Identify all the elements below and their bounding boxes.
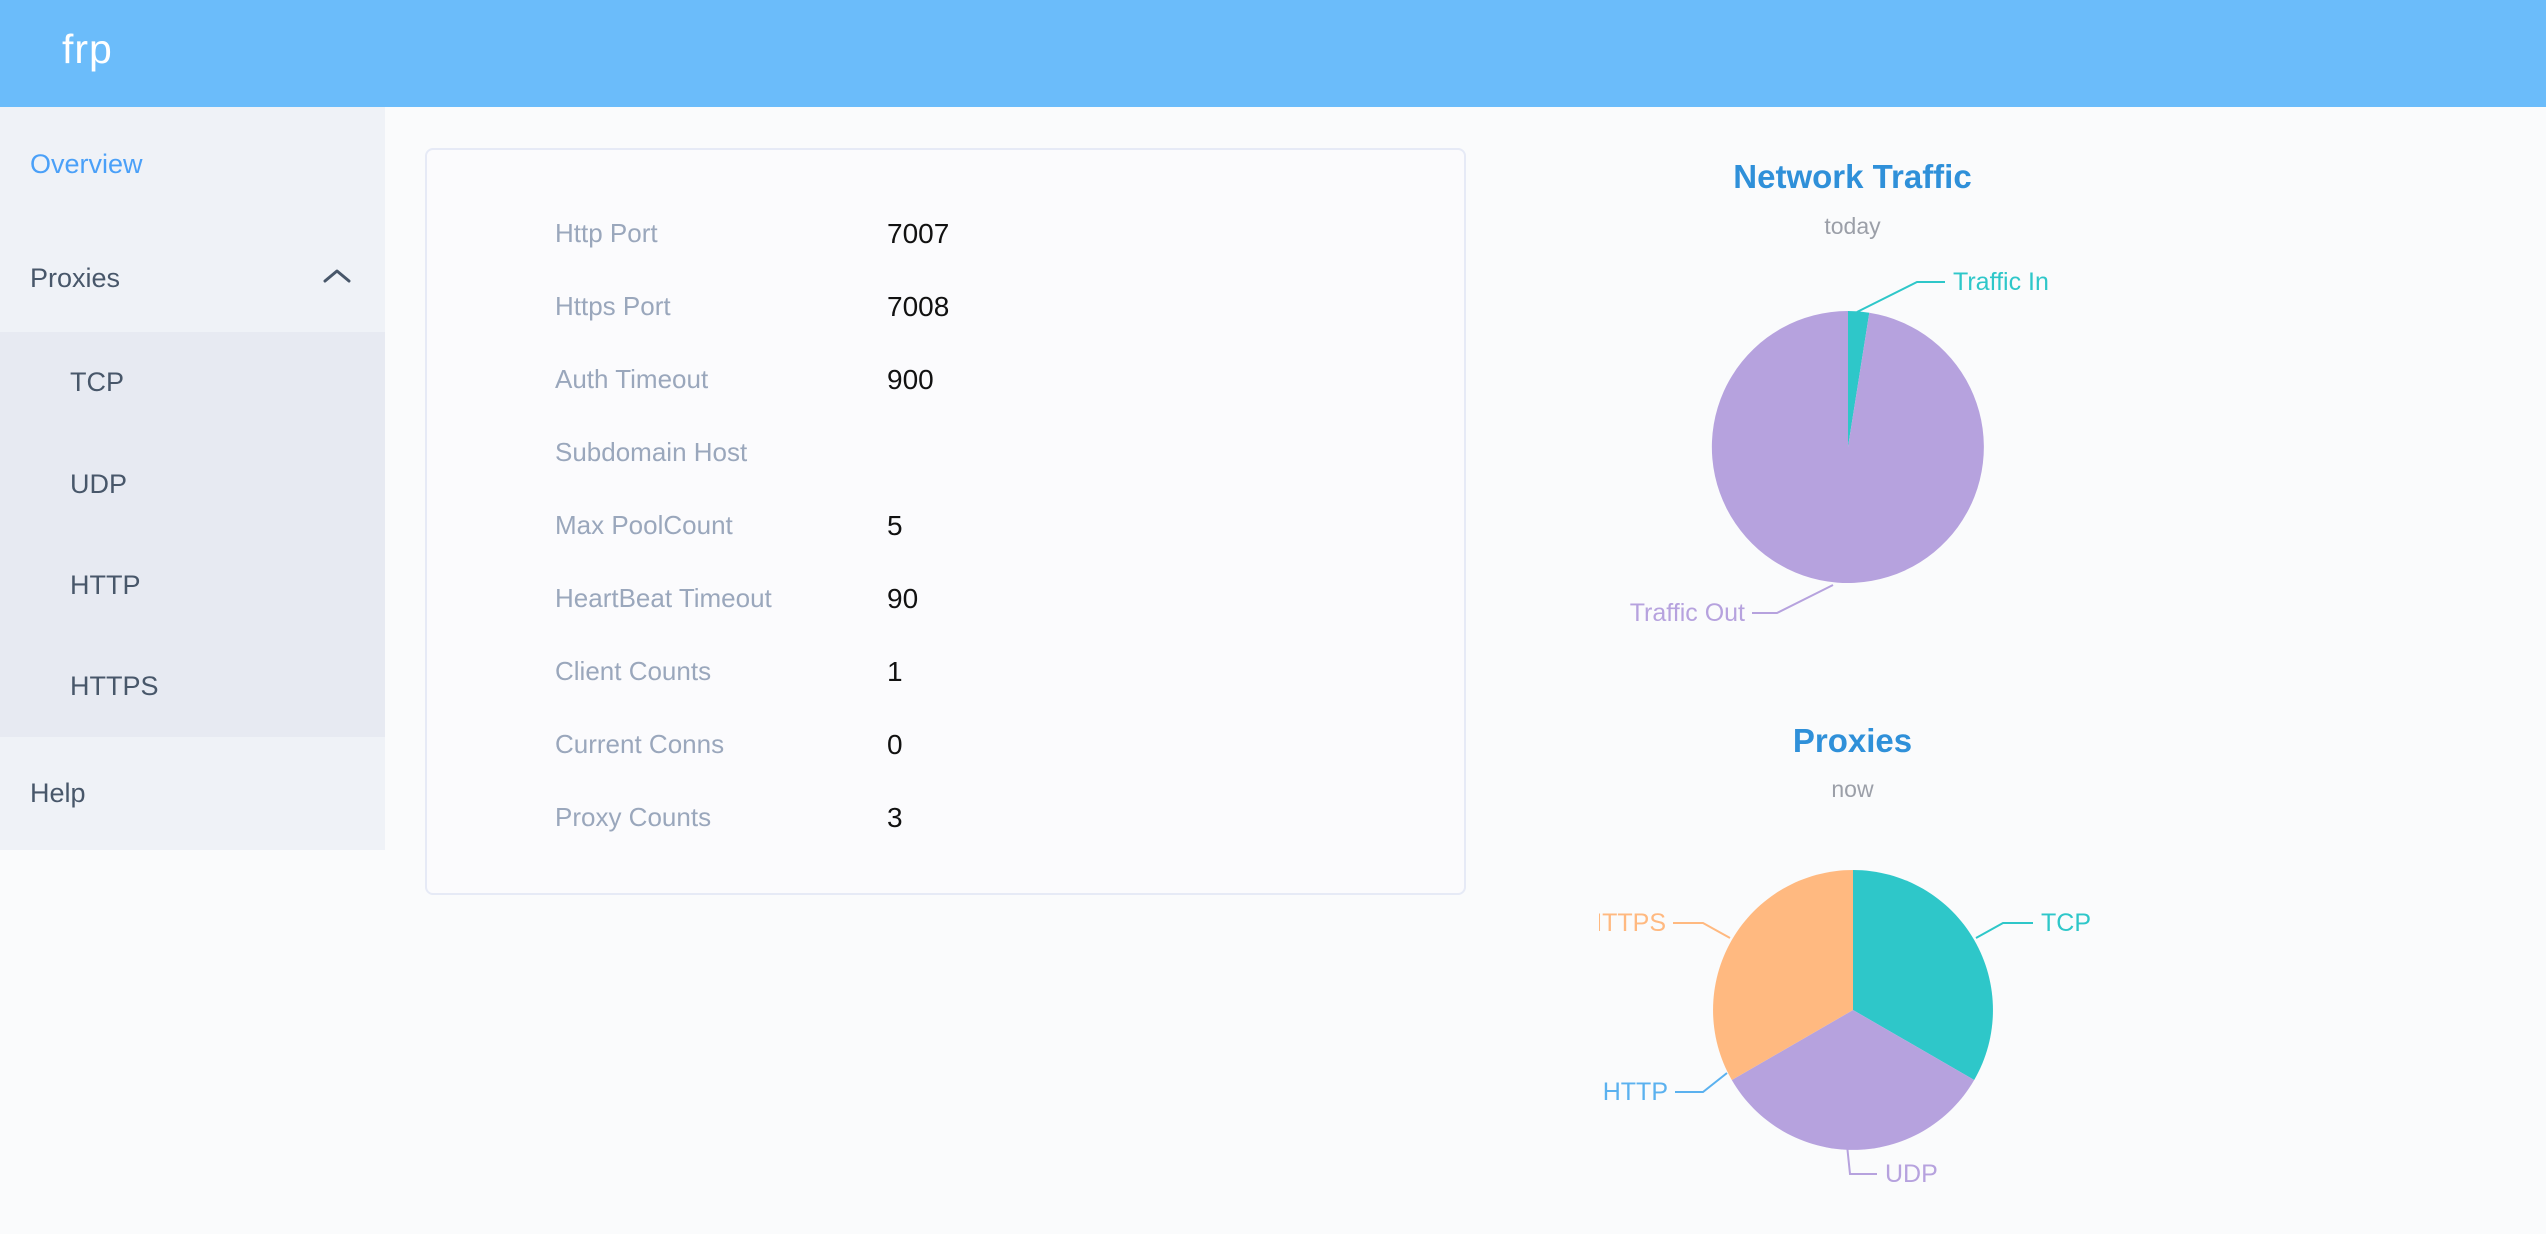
chevron-up-icon[interactable] (322, 268, 352, 289)
row-label: Proxy Counts (555, 802, 712, 832)
row-value: 1 (887, 655, 903, 687)
row-label: Auth Timeout (555, 364, 709, 394)
network-traffic-subtitle: today (1824, 213, 1881, 239)
config-row: Max PoolCount 5 (427, 489, 1464, 562)
pie-label-traffic-in: Traffic In (1953, 268, 2049, 296)
row-label: Subdomain Host (555, 437, 748, 467)
row-label: HeartBeat Timeout (555, 583, 772, 613)
proxies-submenu-background (0, 332, 385, 737)
pie-label-line-http (1675, 1072, 1728, 1093)
pie-label-https: HTTPS (1599, 909, 1666, 937)
pie-slice-traffic-in[interactable] (1848, 311, 1870, 447)
row-label: Max PoolCount (555, 510, 733, 540)
sidebar-item-proxies[interactable]: Proxies (30, 263, 121, 293)
sidebar-item-http[interactable]: HTTP (70, 570, 141, 600)
pie-label-tcp: TCP (2041, 909, 2091, 937)
row-value: 90 (887, 582, 919, 614)
pie-label-line-udp (1846, 1144, 1877, 1175)
pie-slice-traffic-out[interactable] (1711, 310, 1984, 583)
pie-label-line-tcp (1975, 922, 2033, 939)
config-row: Client Counts 1 (427, 635, 1464, 708)
pie-label-traffic-out: Traffic Out (1630, 599, 1745, 627)
pie-slice-udp[interactable] (1731, 1010, 1975, 1150)
server-info-rows: Http Port 7007 Https Port 7008 Auth Time… (427, 197, 1464, 854)
pie-slice-https[interactable] (1713, 870, 1853, 1080)
row-label: Http Port (555, 218, 658, 248)
row-value: 0 (887, 728, 903, 760)
sidebar-item-help[interactable]: Help (30, 778, 86, 808)
config-row: Current Conns 0 (427, 708, 1464, 781)
proxies-chart-title: Proxies (1792, 722, 1913, 759)
pie-slice-tcp[interactable] (1853, 870, 1993, 1080)
sidebar-item-https[interactable]: HTTPS (70, 671, 159, 701)
frp-logo: frp (62, 26, 113, 72)
sidebar-item-overview[interactable]: Overview (30, 149, 143, 179)
config-row: HeartBeat Timeout 90 (427, 562, 1464, 635)
row-value: 7008 (887, 290, 950, 322)
pie-label-udp: UDP (1885, 1160, 1938, 1188)
config-row: Auth Timeout 900 (427, 343, 1464, 416)
config-row: Https Port 7008 (427, 270, 1464, 343)
pie-label-line-traffic-in (1856, 281, 1945, 313)
row-label: Current Conns (555, 729, 725, 759)
sidebar-item-tcp[interactable]: TCP (70, 367, 124, 397)
config-row: Subdomain Host (427, 416, 1464, 489)
network-traffic-title: Network Traffic (1733, 158, 1972, 195)
proxies-chart-subtitle: now (1831, 776, 1874, 802)
pie-label-http: HTTP (1603, 1078, 1668, 1106)
row-value: 900 (887, 363, 934, 395)
pie-label-line-https (1673, 922, 1731, 939)
row-label: Https Port (555, 291, 671, 321)
config-row: Http Port 7007 (427, 197, 1464, 270)
app-header: frp (0, 0, 2546, 107)
server-info-card: Http Port 7007 Https Port 7008 Auth Time… (425, 148, 1466, 895)
row-value: 7007 (887, 217, 950, 249)
network-traffic-pie[interactable]: Traffic In Traffic Out (1599, 205, 2139, 665)
sidebar-item-udp[interactable]: UDP (70, 469, 128, 499)
row-label: Client Counts (555, 656, 712, 686)
row-value: 5 (887, 509, 903, 541)
row-value: 3 (887, 801, 903, 833)
config-row: Proxy Counts 3 (427, 781, 1464, 854)
proxies-pie[interactable]: TCP UDP HTTP HTTPS (1599, 770, 2139, 1230)
pie-label-line-traffic-out (1752, 584, 1834, 614)
